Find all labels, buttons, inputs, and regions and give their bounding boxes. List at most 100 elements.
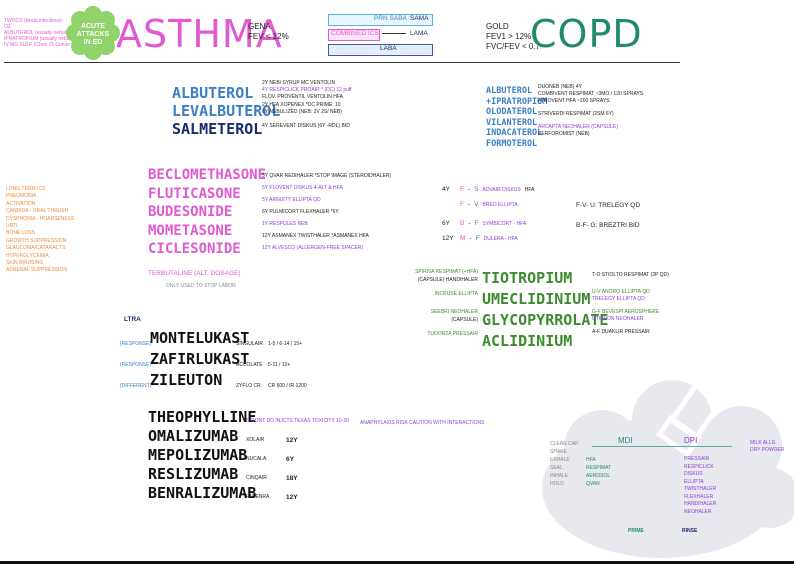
theophylline-note-2: ANAPHYLAXIS RISK CAUTION WITH INTERACTIO… [360, 420, 485, 426]
ics-adverse-item: URTI [6, 223, 18, 230]
asthma-gena: GENA [248, 22, 271, 31]
copd-drug: ALBUTEROL [486, 86, 533, 96]
copd-note: COMBIVENT RESPIMAT ~3MO / 120 SPRAYS [538, 91, 644, 97]
acute-attack-badge: ACUTE ATTACKS IN ED [66, 6, 120, 60]
mdi-item: AEROSOL [586, 473, 611, 479]
dpi-item: NEOHALER [684, 508, 712, 515]
dpi-item: FLEXHALER [684, 493, 714, 500]
dpi-item: DISKUS [684, 471, 703, 477]
combo-a: M [460, 235, 466, 242]
ltra-tag: (RESPONSE) [120, 341, 152, 347]
drug-umeclidinium: UMECLIDINIUM [482, 290, 591, 308]
cloud-step: INHALE [550, 473, 569, 479]
ics-note: 5Y QVAR REDIHALER *STOP IMAGE (STEROIDHA… [262, 173, 392, 179]
combo-b: F [475, 235, 480, 242]
cloud-step: CLEAN CAP [550, 441, 579, 447]
copd-gold: GOLD [486, 22, 509, 31]
drug-montelukast: MONTELUKAST [150, 329, 250, 347]
salmeterol-note: 4Y SEREVENT DISKUS (6Y -RDL) BID [262, 123, 350, 130]
asthma-fev: FEV < 12% [248, 32, 289, 41]
legend-combined-ics: COMBINED ICS [331, 30, 379, 37]
dpi-item: ELLIPTA [684, 478, 704, 485]
drug-terbutaline: TERBUTALINE (ALT. DOSAGE) [148, 270, 241, 277]
combo-label: BREO ELLIPTA [482, 201, 518, 208]
cloud-step: SHAKE [550, 449, 567, 455]
bottom-border [0, 561, 794, 564]
lama-combo: TRELEGY ELLIPTA QD [592, 296, 645, 302]
inhaler-cloud: CLEAN CAP SHAKE EXHALE SEAL INHALE HOLD … [532, 378, 794, 564]
albuterol-note: 4Y RESPICLICK PROAIR * (DC) 12 puff [262, 87, 352, 94]
acute-note-line: O2 [4, 24, 11, 30]
cloud-step: EXHALE [550, 457, 570, 463]
lama-combo: U-V ANORO ELLIPTA QD [592, 289, 650, 295]
lama-combo: A-F DUAKLIR PRESSAIR [592, 329, 650, 335]
combo-b: F [474, 220, 479, 227]
legend-laba: LABA [380, 45, 397, 52]
lama-brand: SPIRIVA RESPIMAT (+HFA) [415, 269, 478, 275]
dpi-item: HANDIHALER [684, 501, 717, 507]
legend-sama: SAMA [410, 15, 429, 22]
copd-note: PERFOROMIST (NEB) [538, 131, 590, 137]
drug-benralizumab: BENRALIZUMAB [148, 484, 257, 502]
theophylline-note: S-DONT DO INJCTS TEXAS TOXICITY 10-20 [246, 418, 349, 424]
ltra-ages: 5-11 / 12+ [268, 362, 291, 368]
bio-brand: NUCALA [246, 456, 267, 462]
drug-beclomethasone: BECLOMETHASONE [148, 167, 267, 183]
acute-note-line: IPRATROPIUM (usually nebulized) [4, 36, 82, 42]
mdi-item: QVAR [586, 481, 600, 487]
lama-device: (CAPSULE) [451, 317, 478, 323]
bio-brand: FASENRA [246, 494, 270, 500]
ics-adverse-item: BONE LOSS [6, 230, 35, 237]
ics-adverse-item: PNEUMONIA [6, 193, 37, 200]
drug-omalizumab: OMALIZUMAB [148, 427, 239, 445]
ics-note: 5Y ARNUITY ELLIPTA QD [262, 197, 321, 203]
dpi-item: PRESSAIR [684, 456, 710, 462]
cloud-shape-icon [542, 379, 794, 558]
copd-fev: FEV1 > 12% [486, 32, 532, 41]
drug-glycopyrrolate: GLYCOPYRROLATE [482, 311, 609, 329]
ltra-ages: 1-5 / 6-14 / 15+ [268, 341, 303, 347]
drug-tiotropium: TIOTROPIUM [482, 269, 573, 287]
bio-age: 18Y [286, 475, 298, 482]
ics-note: 1Y RESPULES NEB [262, 221, 308, 227]
ics-adverse-item: ADRENAL SUPPRESSION [6, 267, 67, 274]
ics-adverse-item: ACTIVATION [6, 200, 36, 207]
drug-mometasone: MOMETASONE [148, 222, 233, 239]
lama-combo: UTIBRON NEOHALER [592, 316, 644, 322]
drug-albuterol: ALBUTEROL [172, 84, 254, 102]
combo-age: 6Y [442, 220, 450, 227]
lama-device: (CAPSULE) HANDIHALER [417, 277, 478, 283]
ltra-brand: SINGULAIR [236, 341, 263, 347]
ltra-ages: CR 600 / IR 1200 [268, 383, 307, 389]
drug-mepolizumab: MEPOLIZUMAB [148, 446, 248, 464]
cloud-divider [592, 446, 732, 447]
ics-note: 6Y PULMICORT FLEXHALER *6Y [262, 209, 339, 215]
cloud-mdi: MDI [618, 436, 633, 445]
levalbuterol-note: 6Y NEBULIZED (NEB: 2V 2S/ NEB) [262, 108, 342, 115]
ltra-tag: (DIFFERENT) [120, 383, 152, 389]
copd-note: ARCAPTA NEOHALER (CAPSULE) [538, 124, 618, 130]
terbutaline-note: ONLY USED TO STOP LABOR [166, 283, 236, 289]
acute-attack-notes: TWOCS (kinda infectious) O2 ALBUTEROL (u… [4, 18, 99, 48]
ics-note: 12Y ASMANEX TWISTHALER *ASMANEX HFA [262, 233, 369, 239]
lama-combo: T-O STIOLTO RESPIMAT (2P QD) [592, 272, 669, 278]
levalbuterol-note: 2Y HFA XOPENEX *DC PRIME: 10 [262, 101, 341, 108]
combo-age: 12Y [442, 235, 454, 242]
bio-age: 12Y [286, 494, 298, 501]
combo-row: 6Y B-F SYMBICORT - HFA [442, 216, 534, 231]
combo-b: V [474, 201, 479, 208]
badge-text: ACUTE ATTACKS IN ED [76, 23, 110, 46]
ics-note: 5Y FLOVENT DISKUS 4-ALT & HFA [262, 185, 343, 191]
combo-row: 12Y M-F DULERA - HFA [442, 231, 534, 246]
lama-brand: INCRUSE ELLIPTA [434, 291, 478, 297]
albuterol-note: 2Y NEB/ SYRUP MC VENTOLIN [262, 80, 336, 86]
copd-note: ATROVENT HFA ~200 SPRAYS [538, 98, 610, 104]
triple-therapy: B-F- G: BREZTRI BID [576, 222, 640, 229]
mdi-item: HFA [586, 457, 596, 463]
drug-budesonide: BUDESONIDE [148, 204, 233, 220]
combo-label: ADVAIR DISKUS [482, 186, 521, 193]
combo-b: S [474, 186, 479, 193]
ics-adverse-title: LONG TERM ICS [6, 186, 46, 192]
combo-age: 4Y [442, 186, 450, 193]
lama-brand: TUDORZA PRESSAIR [427, 331, 478, 337]
